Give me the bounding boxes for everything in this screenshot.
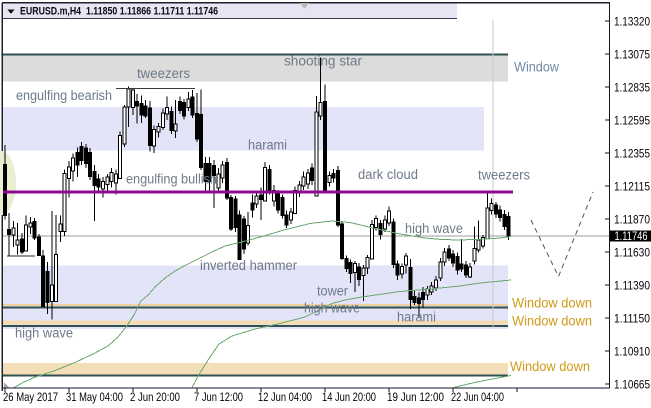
svg-text:1.10910: 1.10910 bbox=[614, 344, 650, 358]
svg-text:12 Jun 04:00: 12 Jun 04:00 bbox=[258, 390, 312, 404]
svg-text:2 Jun 20:00: 2 Jun 20:00 bbox=[130, 390, 180, 404]
svg-text:14 Jun 20:00: 14 Jun 20:00 bbox=[322, 390, 376, 404]
svg-text:Window down: Window down bbox=[512, 296, 592, 311]
svg-text:1.11390: 1.11390 bbox=[614, 278, 650, 292]
svg-text:high wave: high wave bbox=[304, 301, 360, 316]
svg-text:inverted hammer: inverted hammer bbox=[200, 258, 297, 273]
svg-text:shooting star: shooting star bbox=[284, 54, 363, 69]
svg-text:22 Jun 04:00: 22 Jun 04:00 bbox=[451, 390, 504, 404]
svg-text:harami: harami bbox=[248, 138, 287, 153]
svg-text:EURUSD.m,H4 1.11850 1.11866 1: EURUSD.m,H4 1.11850 1.11866 1.11711 1.11… bbox=[20, 6, 218, 18]
svg-text:Window down: Window down bbox=[512, 314, 592, 329]
svg-text:engulfing bearish: engulfing bearish bbox=[16, 88, 112, 103]
svg-text:26 May 2017: 26 May 2017 bbox=[3, 390, 58, 404]
svg-text:harami: harami bbox=[397, 310, 436, 325]
svg-text:7 Jun 12:00: 7 Jun 12:00 bbox=[194, 390, 243, 404]
svg-text:1.11630: 1.11630 bbox=[614, 245, 650, 259]
svg-text:1.11150: 1.11150 bbox=[614, 311, 650, 325]
svg-text:tower: tower bbox=[317, 284, 348, 299]
svg-text:1.12115: 1.12115 bbox=[614, 179, 650, 193]
svg-text:1.11870: 1.11870 bbox=[614, 212, 650, 226]
svg-text:19 Jun 12:00: 19 Jun 12:00 bbox=[387, 390, 444, 404]
svg-text:tweezers: tweezers bbox=[478, 168, 530, 183]
svg-text:1.12835: 1.12835 bbox=[614, 80, 650, 94]
svg-text:1.12595: 1.12595 bbox=[614, 113, 650, 127]
svg-text:high wave: high wave bbox=[15, 326, 73, 341]
svg-text:1.11746: 1.11746 bbox=[615, 231, 648, 243]
svg-text:31 May 04:00: 31 May 04:00 bbox=[66, 390, 123, 404]
svg-text:engulfing bullish: engulfing bullish bbox=[126, 172, 217, 187]
svg-text:dark cloud: dark cloud bbox=[358, 167, 418, 182]
svg-text:high wave: high wave bbox=[405, 221, 463, 236]
svg-text:1.12355: 1.12355 bbox=[614, 146, 650, 160]
svg-text:Window: Window bbox=[514, 60, 559, 75]
svg-text:Window down: Window down bbox=[510, 359, 590, 374]
svg-text:tweezers: tweezers bbox=[137, 66, 190, 81]
svg-text:1.13075: 1.13075 bbox=[614, 47, 650, 61]
svg-text:1.13320: 1.13320 bbox=[614, 14, 650, 28]
svg-text:1.10665: 1.10665 bbox=[614, 377, 650, 391]
